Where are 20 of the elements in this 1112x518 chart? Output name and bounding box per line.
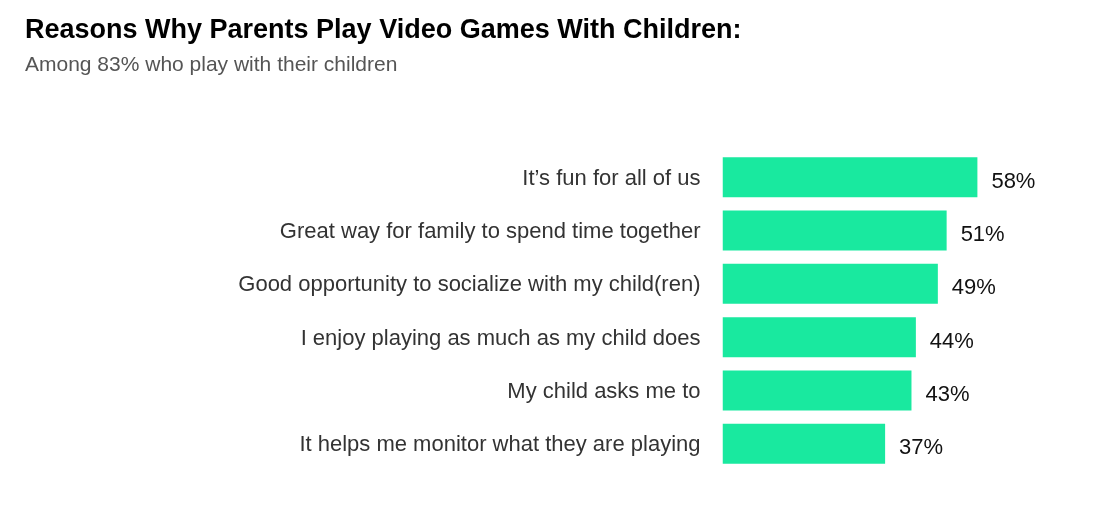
bar: [722, 316, 916, 357]
data-label: 43%: [925, 380, 970, 406]
y-tick-label: It’s fun for all of us: [522, 164, 701, 190]
bar: [722, 263, 938, 304]
text: Among 83% who play with their children: [25, 50, 398, 77]
data-label: 58%: [991, 167, 1036, 193]
data-label: 44%: [929, 327, 974, 353]
bar: [722, 423, 886, 464]
bar: [722, 210, 947, 251]
data-label: 49%: [951, 273, 996, 299]
y-tick-label: Great way for family to spend time together: [279, 217, 701, 243]
text: Reasons Why Parents Play Video Games With Children:: [25, 13, 742, 46]
y-tick-label: It helps me monitor what they are playing: [299, 430, 701, 456]
bar: [722, 370, 912, 411]
y-tick-label: I enjoy playing as much as my child does: [300, 324, 701, 350]
bar: [722, 156, 978, 197]
data-label: 37%: [899, 433, 944, 459]
y-tick-label: Good opportunity to socialize with my child(ren): [238, 270, 701, 296]
y-tick-label: My child asks me to: [507, 377, 701, 403]
data-label: 51%: [960, 220, 1005, 246]
